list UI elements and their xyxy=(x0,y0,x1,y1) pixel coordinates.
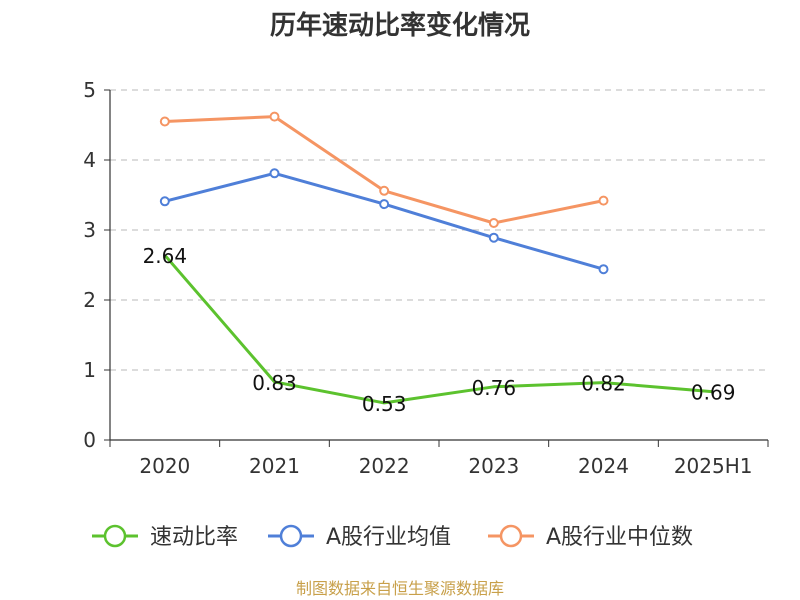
y-tick-label: 5 xyxy=(83,78,96,102)
y-tick-label: 3 xyxy=(83,218,96,242)
y-tick-label: 4 xyxy=(83,148,96,172)
data-point xyxy=(379,199,390,210)
x-tick-label: 2023 xyxy=(468,454,519,478)
y-tick-label: 0 xyxy=(83,428,96,452)
data-point xyxy=(598,195,609,206)
legend-marker xyxy=(103,524,127,548)
legend-label: 速动比率 xyxy=(150,525,238,550)
data-point xyxy=(488,232,499,243)
x-tick-label: 2021 xyxy=(249,454,300,478)
x-tick-label: 2024 xyxy=(578,454,629,478)
legend-marker xyxy=(499,524,523,548)
data-label: 0.82 xyxy=(581,372,626,396)
series-line xyxy=(163,254,714,405)
data-label: 0.69 xyxy=(691,381,736,405)
data-label: 0.53 xyxy=(362,392,407,416)
data-point xyxy=(488,218,499,228)
y-tick-label: 1 xyxy=(83,358,96,382)
chart-title: 历年速动比率变化情况 xyxy=(270,10,530,41)
data-point xyxy=(159,116,170,127)
data-point xyxy=(598,264,609,275)
y-tick-label: 2 xyxy=(83,288,96,312)
data-label: 0.76 xyxy=(472,376,517,400)
data-label: 2.64 xyxy=(143,244,188,268)
data-labels: 2.64 0.83 0.53 0.76 0.82 0.69 xyxy=(143,244,736,416)
data-point xyxy=(159,196,170,207)
legend: 速动比率 A股行业均值 A股行业中位数 xyxy=(92,524,693,550)
x-tick-label: 2022 xyxy=(359,454,410,478)
series xyxy=(159,111,714,405)
legend-label: A股行业中位数 xyxy=(546,525,693,550)
data-label: 0.83 xyxy=(252,371,297,395)
data-point xyxy=(269,168,280,179)
data-point xyxy=(269,111,280,122)
x-tick-label: 2020 xyxy=(139,454,190,478)
legend-label: A股行业均值 xyxy=(326,525,451,550)
legend-marker xyxy=(279,524,303,548)
source-note: 制图数据来自恒生聚源数据库 xyxy=(296,579,504,598)
grid-lines xyxy=(110,89,768,371)
data-point xyxy=(379,185,390,196)
axes: 0 1 2 3 4 5 2020 2021 2022 2023 2024 2025H1 xyxy=(83,78,769,478)
x-tick-label: 2025H1 xyxy=(674,454,753,478)
